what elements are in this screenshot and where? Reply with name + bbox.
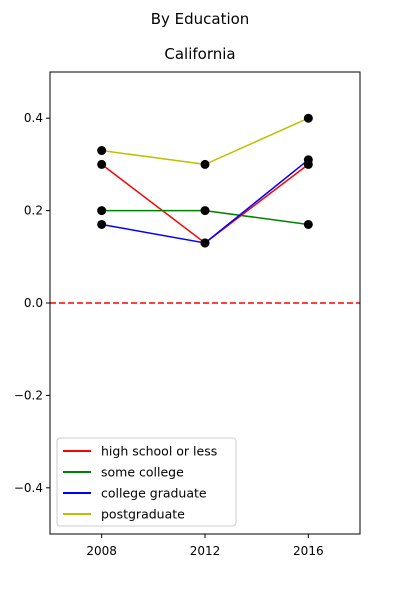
plot-area: 2008 2012 2016 −0.4 −0.2 0.0 0.2 0.4 high school… bbox=[14, 71, 361, 558]
y-tick-label: 0.4 bbox=[24, 111, 43, 125]
legend-box bbox=[56, 437, 237, 527]
data-point-3-0 bbox=[97, 146, 107, 156]
y-tick-label: 0.2 bbox=[24, 204, 43, 218]
x-tick-label: 2008 bbox=[86, 544, 117, 558]
series-line-3 bbox=[101, 117, 309, 166]
data-point-0-0 bbox=[97, 159, 107, 169]
series-line-0 bbox=[101, 163, 309, 244]
x-tick-label: 2016 bbox=[293, 544, 324, 558]
data-point-2-2 bbox=[303, 155, 313, 165]
legend-label-0: high school or less bbox=[101, 444, 217, 459]
data-point-3-1 bbox=[200, 159, 210, 169]
legend-label-3: postgraduate bbox=[101, 507, 185, 522]
chart-subtitle: California bbox=[164, 45, 235, 63]
legend-label-1: some college bbox=[101, 465, 184, 480]
y-tick-label: −0.2 bbox=[14, 388, 43, 402]
y-tick-label: 0.0 bbox=[24, 296, 43, 310]
x-tick-label: 2012 bbox=[190, 544, 221, 558]
data-point-3-2 bbox=[303, 113, 313, 123]
y-tick-label: −0.4 bbox=[14, 481, 43, 495]
data-point-1-1 bbox=[200, 206, 210, 216]
data-point-2-1 bbox=[200, 238, 210, 248]
data-point-1-0 bbox=[97, 206, 107, 216]
legend-label-2: college graduate bbox=[101, 486, 207, 501]
series-line-2 bbox=[101, 159, 309, 244]
chart-title: By Education bbox=[151, 10, 250, 28]
data-point-1-2 bbox=[303, 219, 313, 229]
data-point-2-0 bbox=[97, 219, 107, 229]
